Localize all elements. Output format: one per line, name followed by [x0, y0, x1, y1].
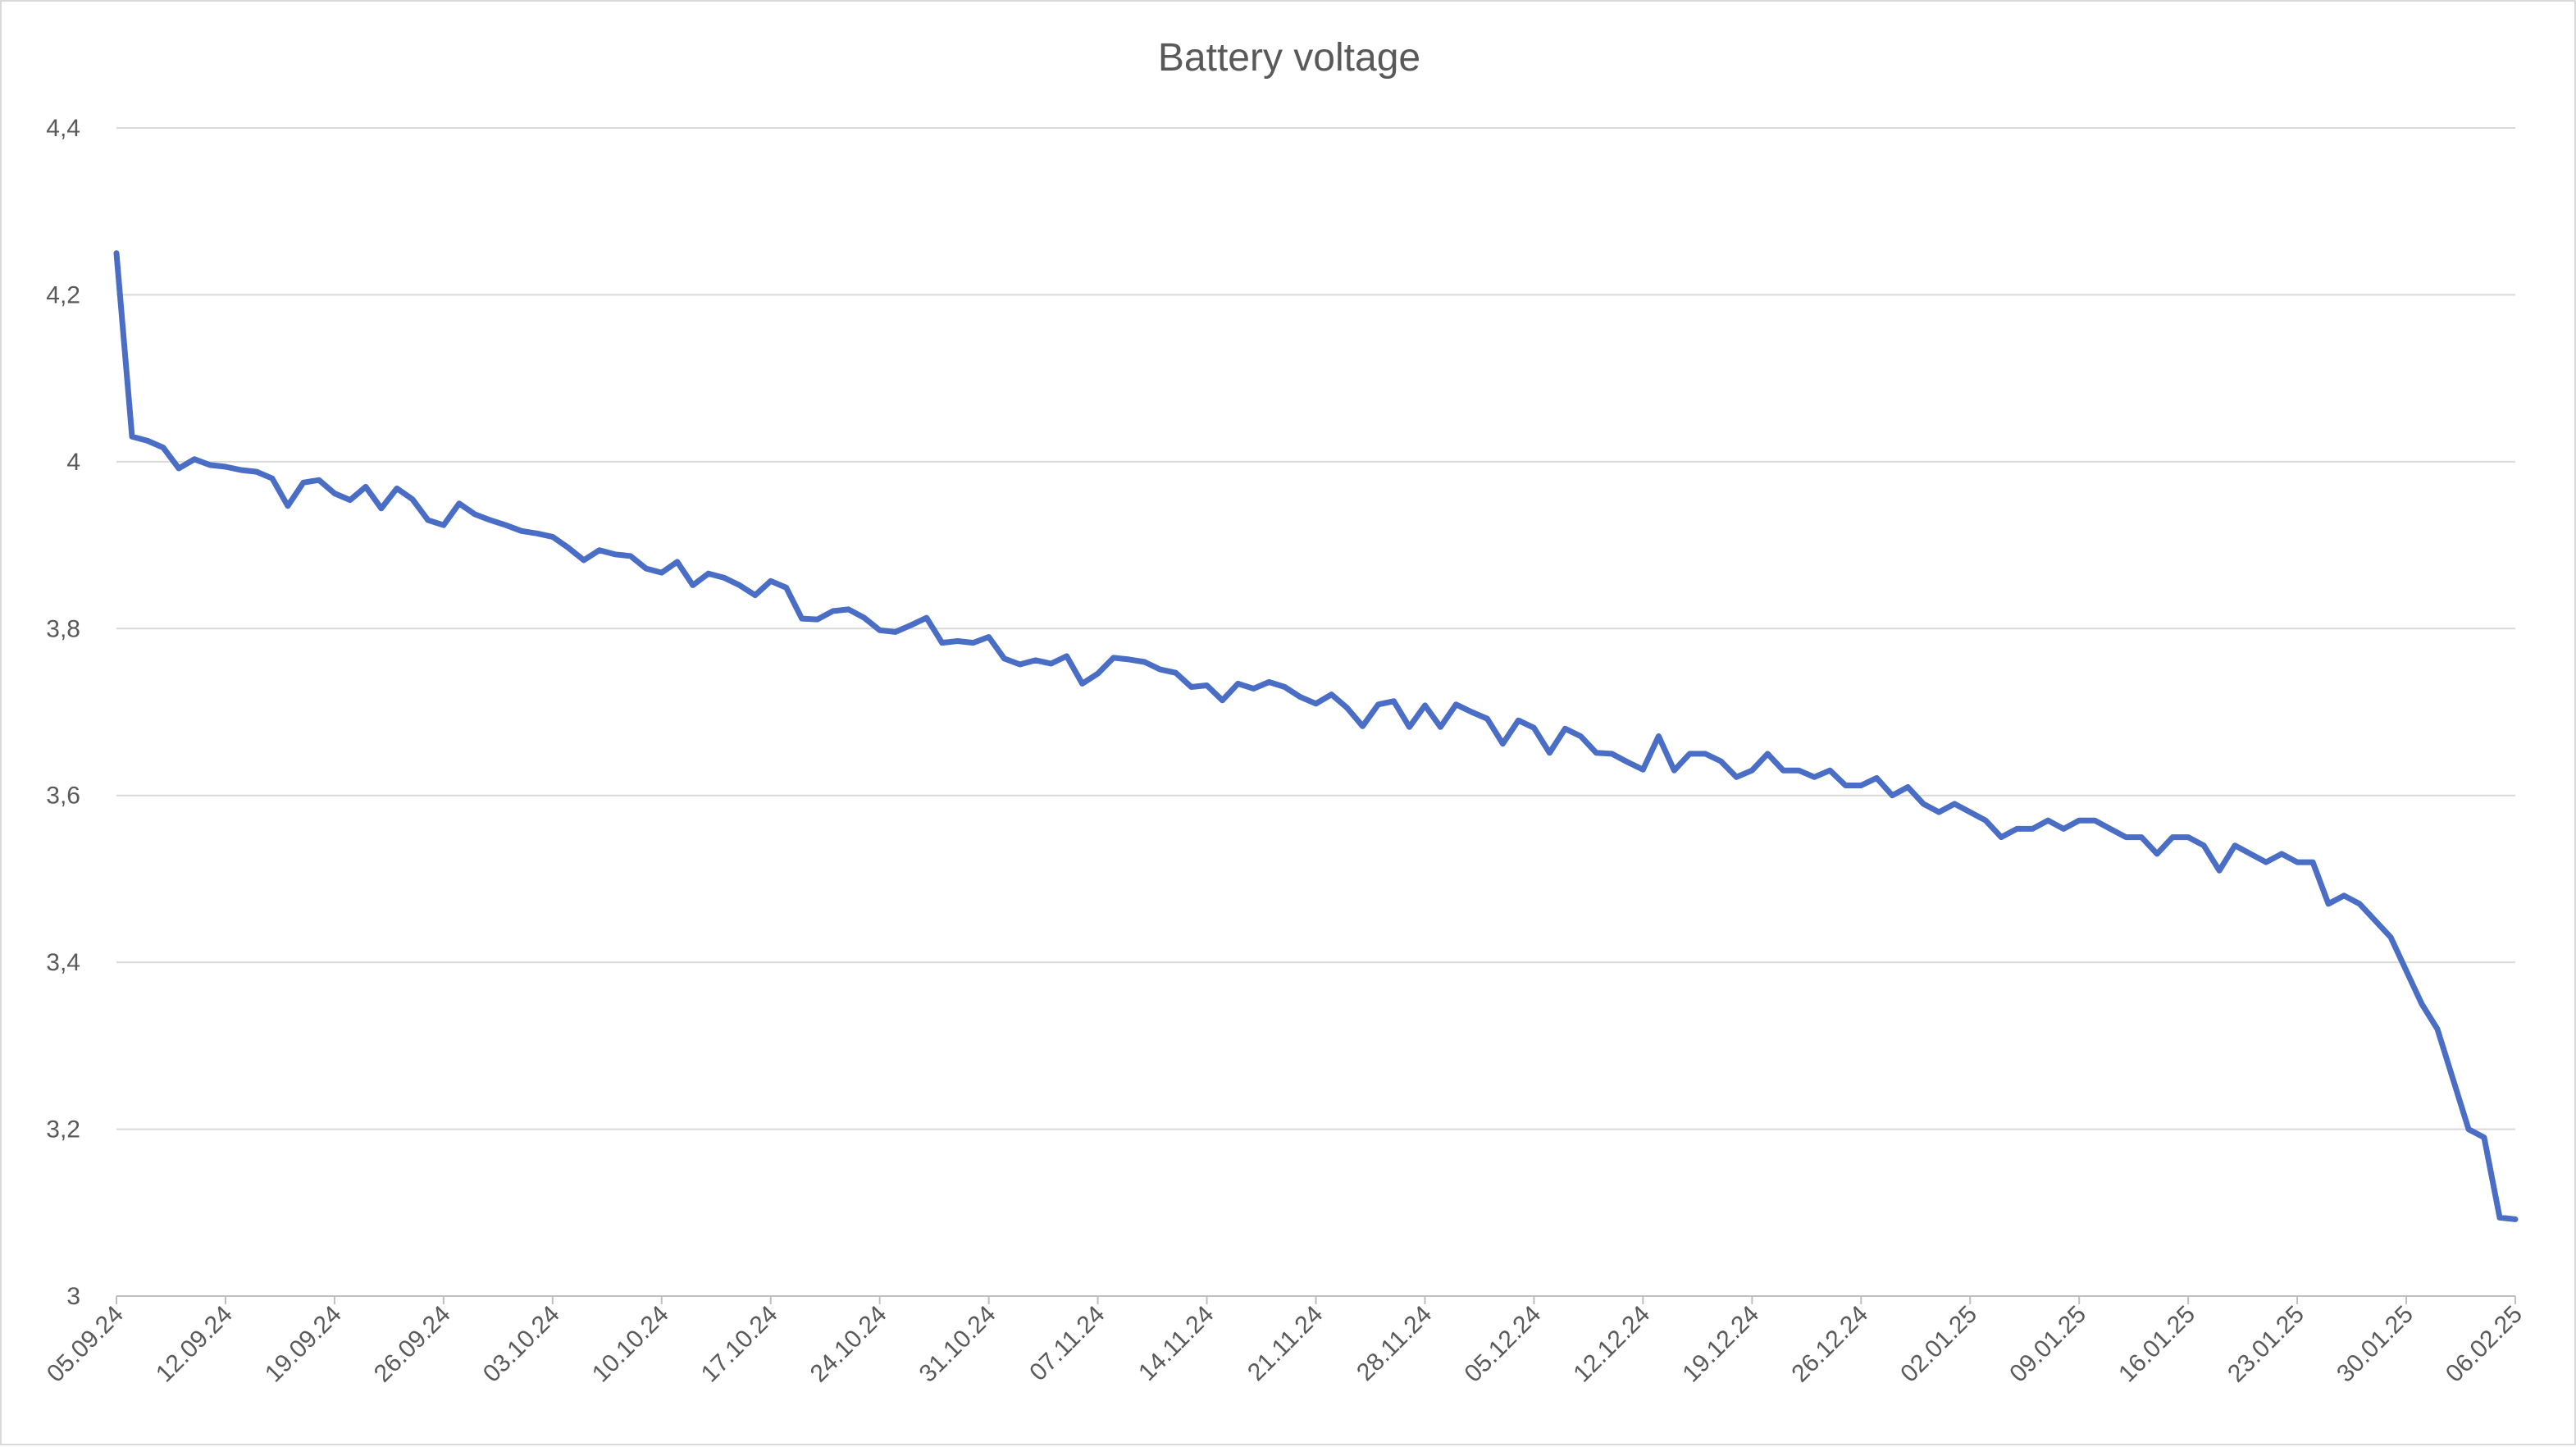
battery-voltage-line	[113, 250, 2519, 1222]
x-tick-label: 31.10.24	[914, 1301, 1001, 1388]
x-tick-label: 28.11.24	[1352, 1301, 1437, 1386]
y-tick-label: 3,8	[46, 615, 80, 642]
series-layer	[113, 250, 2519, 1222]
x-tick-label: 02.01.25	[1895, 1301, 1982, 1388]
x-tick-label: 16.01.25	[2113, 1301, 2200, 1388]
x-tick-label: 19.12.24	[1677, 1301, 1764, 1388]
y-gridlines	[116, 127, 2515, 1130]
x-tick-label: 23.01.25	[2223, 1301, 2309, 1388]
x-tick-label: 03.10.24	[478, 1301, 565, 1388]
x-tick-label: 19.09.24	[260, 1301, 347, 1388]
x-tick-label: 09.01.25	[2004, 1301, 2091, 1388]
y-axis-tick-labels: 3 3,2 3,4 3,6 3,8 4 4,2 4,4	[46, 115, 80, 1310]
x-tick-label: 12.09.24	[151, 1301, 238, 1388]
x-tick-label: 06.02.25	[2441, 1301, 2528, 1388]
x-tick-label: 12.12.24	[1568, 1301, 1655, 1388]
x-tick-label: 26.09.24	[369, 1301, 456, 1388]
y-tick-label: 3,2	[46, 1116, 80, 1143]
x-tick-label: 14.11.24	[1133, 1301, 1219, 1386]
x-tick-label: 30.01.25	[2332, 1301, 2419, 1388]
chart-title: Battery voltage	[1158, 36, 1420, 80]
x-tick-label: 21.11.24	[1242, 1301, 1328, 1386]
y-tick-label: 4	[66, 449, 80, 476]
y-tick-label: 3,6	[46, 783, 80, 810]
x-axis-ticks: 05.09.24 12.09.24 19.09.24 26.09.24 03.10.24…	[42, 1296, 2528, 1388]
x-tick-label: 05.09.24	[42, 1301, 129, 1388]
y-tick-label: 4,2	[46, 281, 80, 308]
x-tick-label: 26.12.24	[1786, 1301, 1873, 1388]
y-tick-label: 4,4	[46, 115, 80, 142]
y-tick-label: 3	[66, 1283, 80, 1310]
x-tick-label: 07.11.24	[1024, 1301, 1110, 1386]
x-tick-label: 05.12.24	[1459, 1301, 1546, 1388]
y-tick-label: 3,4	[46, 949, 80, 976]
x-tick-label: 24.10.24	[805, 1301, 892, 1388]
x-tick-label: 10.10.24	[587, 1301, 674, 1388]
x-tick-label: 17.10.24	[696, 1301, 783, 1388]
